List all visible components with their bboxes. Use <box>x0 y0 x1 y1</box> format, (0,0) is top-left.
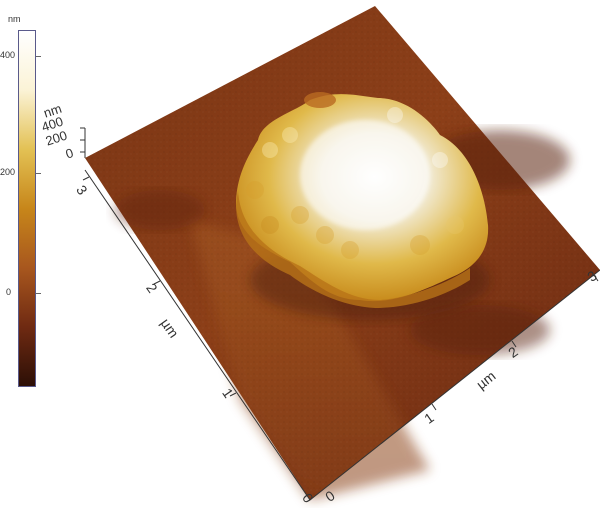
height-colorbar <box>18 30 36 387</box>
y-axis-line <box>84 169 311 501</box>
y-axis-tick <box>82 176 90 181</box>
surface-grain-peak <box>300 120 430 230</box>
surface-valley <box>115 190 205 230</box>
colorbar-tick <box>36 56 41 57</box>
x-axis-line <box>309 269 600 501</box>
y-axis-tick <box>229 392 237 397</box>
surface-bump <box>304 92 336 108</box>
x-axis-tick <box>511 340 517 348</box>
colorbar-tick-label: 400 <box>0 50 16 60</box>
surface-valley <box>410 305 550 355</box>
colorbar-tick <box>36 293 41 294</box>
colorbar-tick <box>36 173 41 174</box>
colorbar-tick-label: 200 <box>0 167 16 177</box>
grain-bumps <box>246 107 464 259</box>
x-axis-tick <box>431 403 437 411</box>
colorbar-unit: nm <box>8 14 21 24</box>
x-axis-tick <box>593 274 599 282</box>
axes <box>80 127 600 501</box>
colorbar-tick-label: 0 <box>6 287 12 297</box>
y-axis-tick <box>153 280 161 285</box>
